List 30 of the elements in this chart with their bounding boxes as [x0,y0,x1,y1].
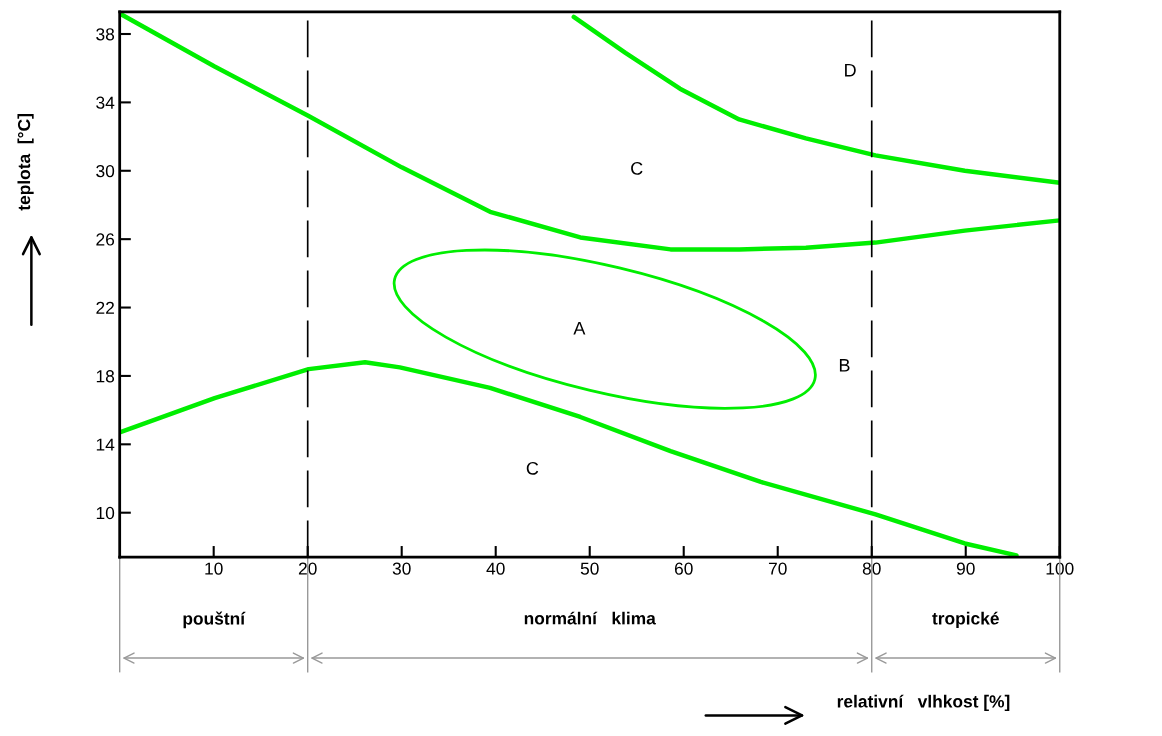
y-tick-label: 14 [96,438,115,451]
x-tick-label: 100 [1046,562,1074,575]
x-tick-label: 40 [486,562,505,575]
text: relativní vlhkost [%] [837,694,1010,712]
y-tick-label: 22 [96,301,114,314]
text: pouštní [183,611,246,629]
y-tick-label: 18 [96,370,115,383]
y-tick-label: 10 [96,506,115,520]
x-tick-label: 80 [862,562,881,575]
text: normální klima [524,611,656,625]
x-tick-label: 70 [768,562,787,575]
y-tick-label: 26 [96,233,115,246]
x-tick-label: 50 [580,562,599,575]
annotation: C [526,461,539,475]
annotation: A [573,321,586,335]
annotation: C [631,162,643,175]
y-axis-title: teplota [°C] [17,114,34,211]
line-series [571,14,1060,185]
x-tick-label: 10 [205,562,223,575]
text: tropické [932,611,999,629]
x-tick-label: 30 [392,562,411,575]
x-tick-label: 90 [956,562,975,575]
x-tick-label: 60 [674,562,693,575]
y-tick-label: 38 [96,28,115,41]
annotation: B [839,359,850,372]
x-tick-label: 20 [298,562,317,575]
y-tick-label: 34 [96,96,115,109]
line-series [119,360,1019,558]
y-tick-label: 30 [96,164,115,178]
annotation: D [845,64,856,77]
